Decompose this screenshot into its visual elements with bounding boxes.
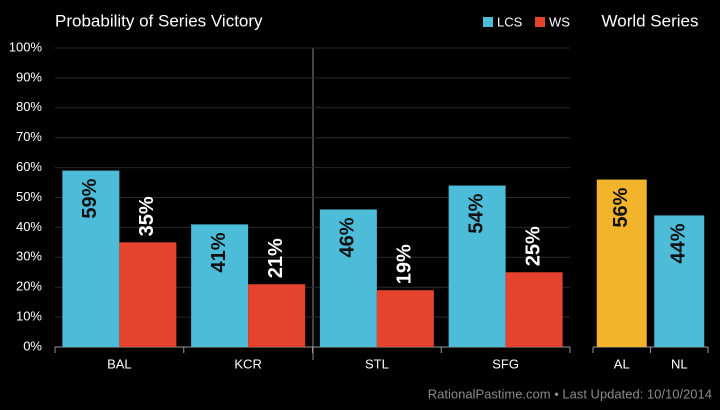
chart-title: Probability of Series Victory xyxy=(55,11,263,30)
y-tick-label: 30% xyxy=(16,249,42,264)
bar xyxy=(505,272,563,347)
data-label: 46% xyxy=(337,217,359,257)
y-tick-label: 100% xyxy=(9,39,43,54)
x-tick-label: SFG xyxy=(492,356,519,371)
bar xyxy=(191,224,249,347)
legend-label: WS xyxy=(549,14,570,29)
bar xyxy=(62,170,120,347)
data-label: 19% xyxy=(394,244,416,284)
data-label: 54% xyxy=(465,193,487,233)
x-tick-label: NL xyxy=(671,356,688,371)
y-tick-label: 20% xyxy=(16,279,42,294)
legend-swatch xyxy=(535,17,545,27)
x-tick-label: KCR xyxy=(234,356,261,371)
chart-title: World Series xyxy=(602,11,699,30)
y-tick-label: 70% xyxy=(16,129,42,144)
legend-swatch xyxy=(483,17,493,27)
bar xyxy=(319,209,377,347)
bar xyxy=(119,242,177,347)
bar xyxy=(596,179,647,347)
bar xyxy=(248,284,306,347)
y-tick-label: 0% xyxy=(23,338,42,353)
data-label: 44% xyxy=(668,223,690,263)
footer: RationalPastime.com • Last Updated: 10/1… xyxy=(428,386,712,401)
bar xyxy=(448,185,506,347)
y-tick-label: 80% xyxy=(16,99,42,114)
bar xyxy=(654,215,705,347)
data-label: 59% xyxy=(79,178,101,218)
y-tick-label: 10% xyxy=(16,309,42,324)
data-label: 25% xyxy=(522,226,544,266)
y-tick-label: 50% xyxy=(16,189,42,204)
x-tick-label: AL xyxy=(614,356,630,371)
data-label: 35% xyxy=(136,196,158,236)
x-tick-label: BAL xyxy=(107,356,132,371)
legend-label: LCS xyxy=(497,14,523,29)
data-label: 56% xyxy=(610,187,632,227)
y-tick-label: 90% xyxy=(16,69,42,84)
y-tick-label: 40% xyxy=(16,219,42,234)
x-tick-label: STL xyxy=(365,356,389,371)
data-label: 41% xyxy=(208,232,230,272)
data-label: 21% xyxy=(265,238,287,278)
y-tick-label: 60% xyxy=(16,159,42,174)
bar xyxy=(376,290,434,347)
